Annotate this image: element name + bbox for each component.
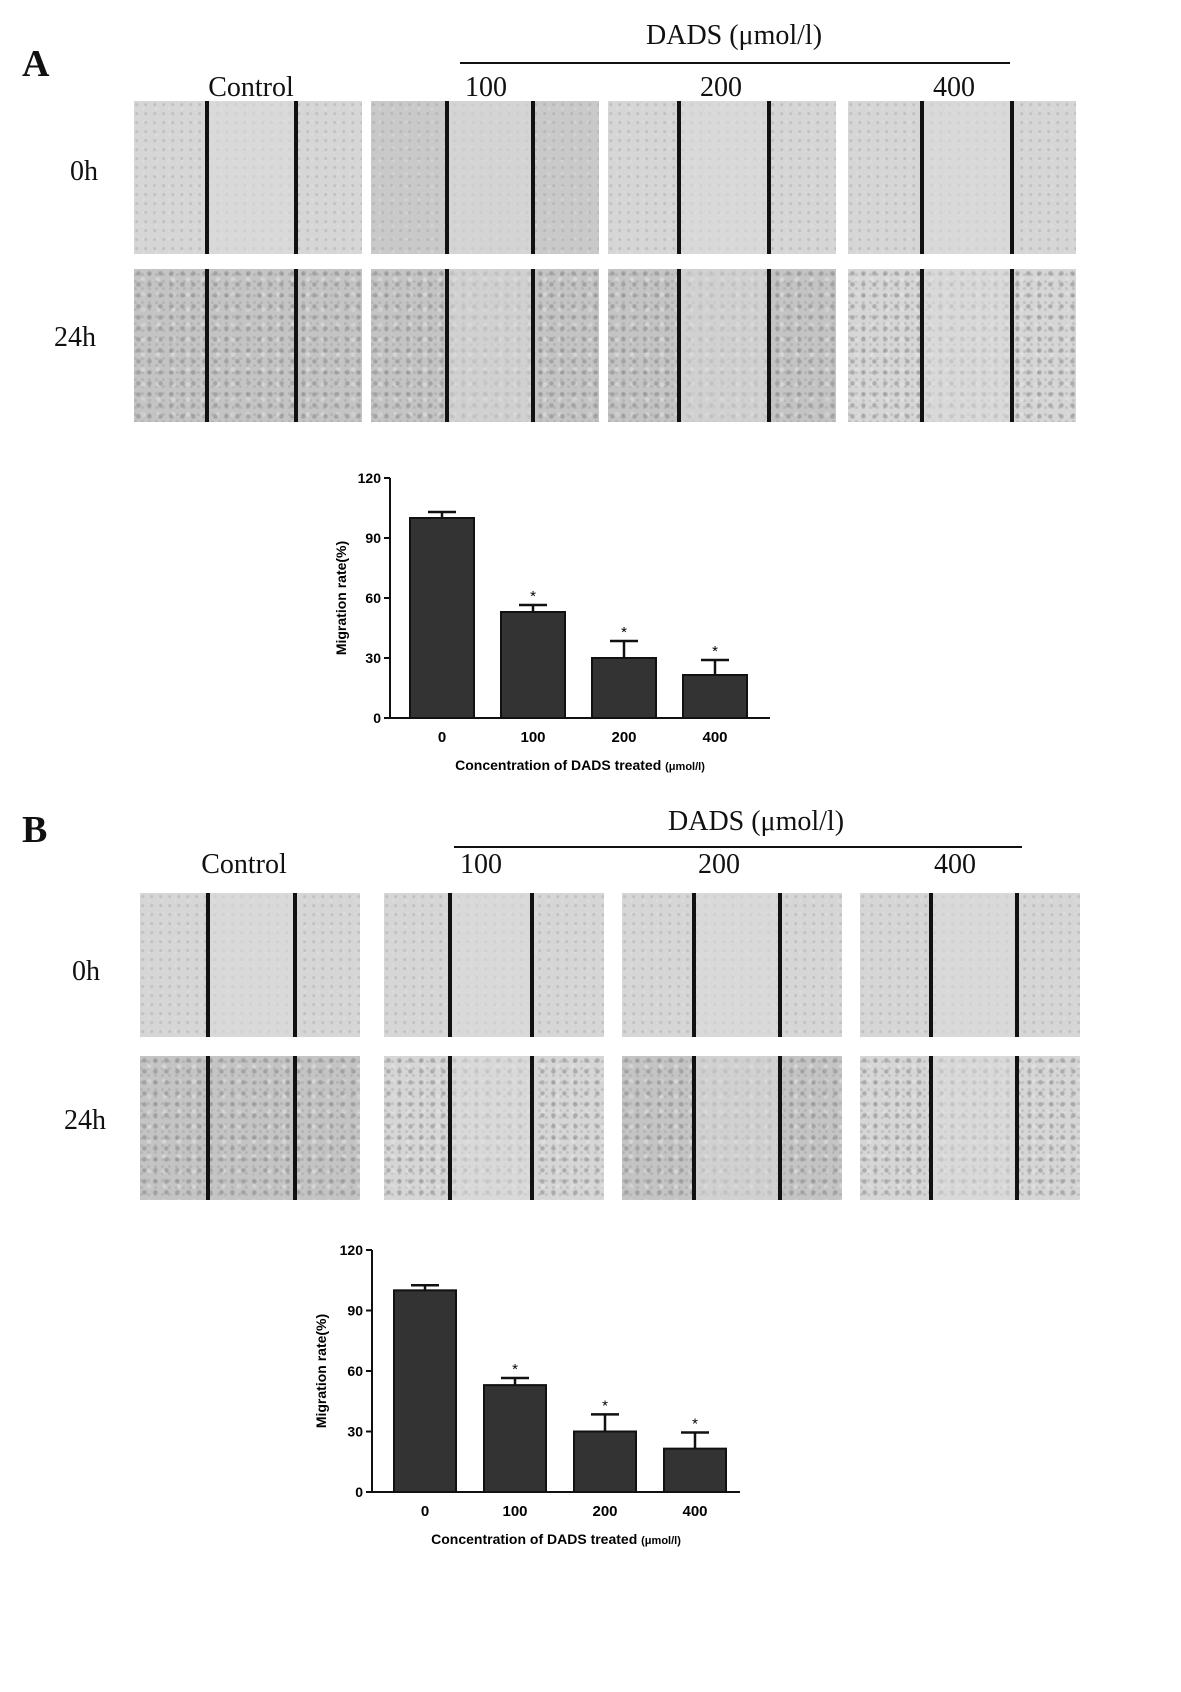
micrograph-control-24h-a — [134, 269, 362, 422]
x-axis-unit: (μmol/l) — [641, 1535, 681, 1547]
x-tick-label: 100 — [520, 729, 545, 746]
micrograph-control-0h-b — [140, 893, 360, 1037]
column-label-100-b: 100 — [460, 849, 502, 880]
x-tick-label: 200 — [592, 1503, 617, 1520]
column-label-control-b: Control — [201, 849, 287, 880]
dads-concentration-header-a: DADS (μmol/l) — [646, 20, 823, 51]
x-axis-label: Concentration of DADS treated (μmol/l) — [455, 757, 705, 773]
dads-bracket-line-b — [454, 846, 1022, 848]
y-tick-label: 90 — [365, 530, 381, 546]
y-tick-label: 0 — [373, 710, 381, 726]
migration-rate-chart-b: 0 30 60 90 120 0 * 100 * 200 * 400 Migration rate(%)… — [313, 1242, 740, 1547]
y-tick-label: 30 — [347, 1424, 363, 1440]
micrograph-400-24h-a — [848, 269, 1076, 422]
dads-bracket-line-a — [460, 62, 1010, 64]
y-tick-label: 120 — [358, 470, 382, 486]
bar — [663, 1447, 727, 1493]
x-tick-label: 0 — [421, 1503, 429, 1520]
micrograph-200-24h-a — [608, 269, 836, 422]
micrograph-400-0h-b — [860, 893, 1080, 1037]
x-axis-label: Concentration of DADS treated (μmol/l) — [431, 1531, 681, 1547]
significance-marker: * — [692, 1416, 698, 1433]
column-label-400-a: 400 — [933, 72, 975, 103]
significance-marker: * — [712, 643, 718, 660]
x-tick-label: 400 — [702, 729, 727, 746]
x-tick-label: 0 — [438, 729, 446, 746]
micrograph-control-0h-a — [134, 101, 362, 254]
y-axis-label: Migration rate(%) — [333, 541, 349, 655]
x-tick-label: 400 — [682, 1503, 707, 1520]
micrograph-100-0h-a — [371, 101, 599, 254]
y-tick-label: 60 — [365, 590, 381, 606]
x-tick-label: 200 — [611, 729, 636, 746]
column-label-200-b: 200 — [698, 849, 740, 880]
x-axis-unit: (μmol/l) — [665, 761, 705, 773]
y-tick-label: 0 — [355, 1484, 363, 1500]
migration-rate-chart-a: 0 30 60 90 120 0 * 100 * 200 * 400 Migration rate(%)… — [333, 470, 770, 773]
row-label-24h-a: 24h — [54, 322, 96, 353]
significance-marker: * — [512, 1361, 518, 1378]
bar — [483, 1384, 547, 1493]
bar — [393, 1289, 457, 1494]
dads-concentration-header-b: DADS (μmol/l) — [668, 806, 845, 837]
y-tick-label: 30 — [365, 650, 381, 666]
micrograph-100-0h-b — [384, 893, 604, 1037]
y-tick-label: 90 — [347, 1303, 363, 1319]
row-label-24h-b: 24h — [64, 1105, 106, 1136]
x-tick-label: 100 — [502, 1503, 527, 1520]
bar — [573, 1430, 637, 1493]
panel-letter-a: A — [22, 43, 50, 85]
micrograph-200-0h-b — [622, 893, 842, 1037]
column-label-100-a: 100 — [465, 72, 507, 103]
micrograph-control-24h-b — [140, 1056, 360, 1200]
micrograph-400-0h-a — [848, 101, 1076, 254]
bar — [409, 517, 475, 719]
micrograph-200-0h-a — [608, 101, 836, 254]
micrograph-100-24h-a — [371, 269, 599, 422]
y-tick-label: 120 — [340, 1242, 364, 1258]
significance-marker: * — [621, 624, 627, 641]
micrograph-100-24h-b — [384, 1056, 604, 1200]
panel-letter-b: B — [22, 809, 48, 851]
column-label-200-a: 200 — [700, 72, 742, 103]
micrograph-200-24h-b — [622, 1056, 842, 1200]
significance-marker: * — [602, 1397, 608, 1414]
y-tick-label: 60 — [347, 1363, 363, 1379]
significance-marker: * — [530, 588, 536, 605]
bar — [591, 657, 657, 719]
bar — [682, 674, 748, 719]
row-label-0h-a: 0h — [70, 156, 98, 187]
bar — [500, 611, 566, 719]
micrograph-400-24h-b — [860, 1056, 1080, 1200]
y-axis-label: Migration rate(%) — [313, 1314, 329, 1428]
row-label-0h-b: 0h — [72, 956, 100, 987]
column-label-400-b: 400 — [934, 849, 976, 880]
column-label-control-a: Control — [208, 72, 294, 103]
